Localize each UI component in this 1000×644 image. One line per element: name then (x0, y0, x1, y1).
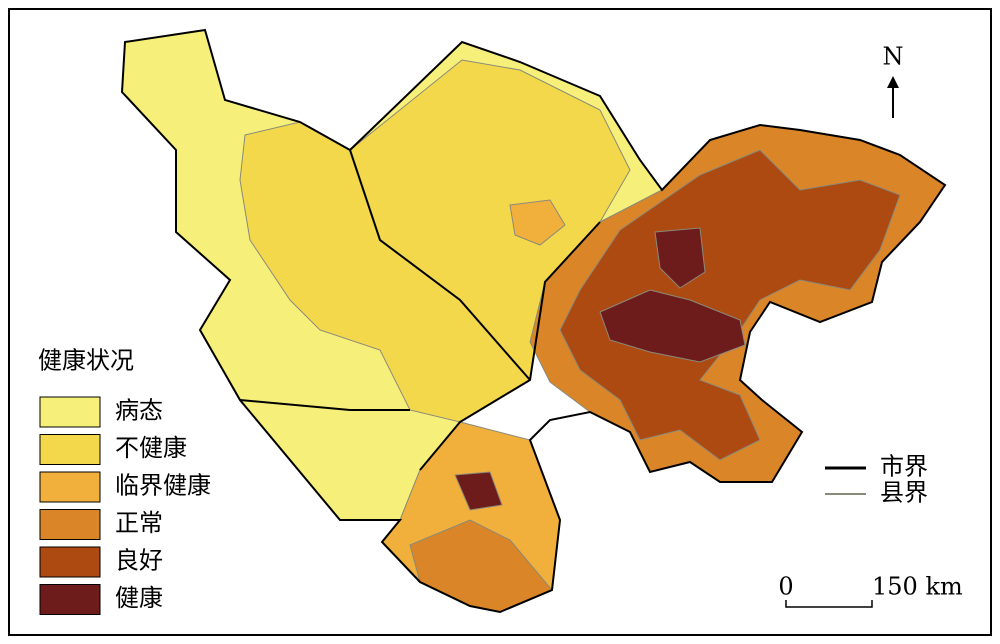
north-head (887, 76, 899, 88)
legend-label: 不健康 (115, 434, 187, 462)
boundary-label: 县界 (880, 479, 928, 507)
legend-label: 健康 (115, 584, 163, 612)
legend-label: 良好 (115, 547, 163, 575)
legend-label: 临界健康 (115, 472, 211, 500)
north-label: N (883, 43, 904, 71)
city-boundary (120, 28, 947, 614)
region-east-good (559, 149, 901, 461)
map-regions (121, 29, 946, 613)
scale-line (785, 600, 873, 608)
legend-title: 健康状况 (38, 347, 134, 375)
region-east-healthy (654, 227, 706, 289)
legend-swatch (39, 509, 101, 540)
city-boundary (239, 149, 601, 471)
legend-label: 病态 (115, 397, 163, 425)
scale-start: 0 (778, 573, 793, 601)
region-patch (509, 199, 566, 246)
legend-label: 正常 (115, 509, 163, 537)
legend-swatch (39, 546, 101, 578)
city-boundaries (120, 28, 947, 614)
legend-swatch (39, 434, 101, 465)
legend-swatch (39, 471, 101, 503)
legend-swatch (39, 396, 101, 428)
region-east-healthy-2 (599, 289, 746, 363)
region-south-healthy (454, 471, 503, 511)
legend-swatch (39, 584, 101, 615)
scale-bar: 0 150 km (778, 573, 963, 608)
scale-end: 150 km (872, 573, 963, 601)
boundary-label: 市界 (880, 453, 928, 481)
north-arrow: N (883, 43, 904, 118)
